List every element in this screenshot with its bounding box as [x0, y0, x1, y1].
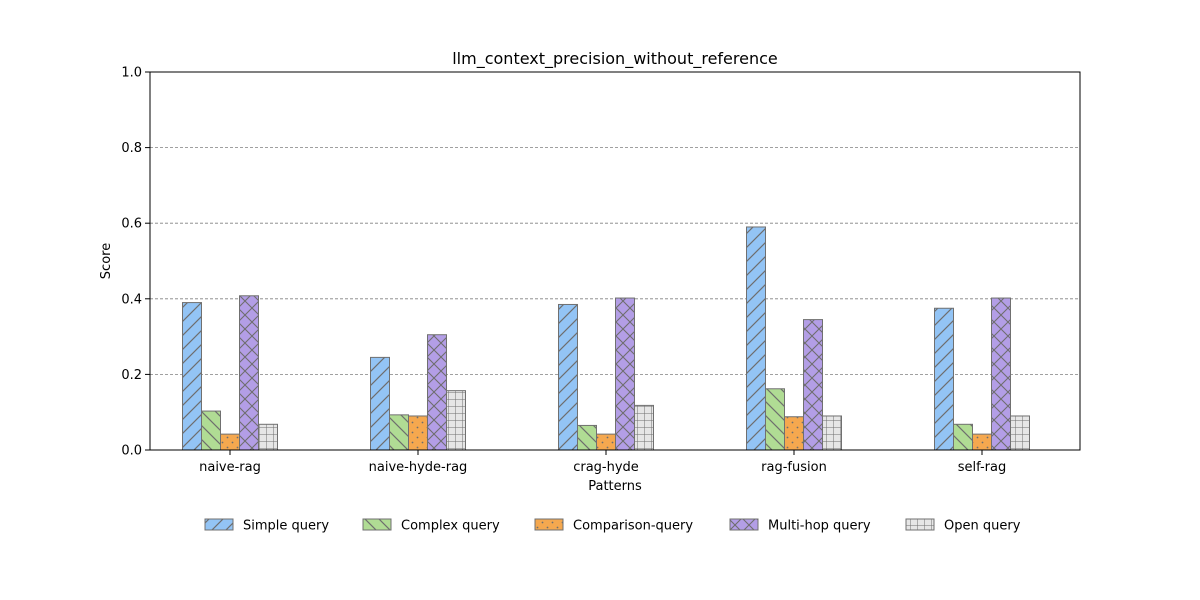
bar-hatch — [596, 433, 616, 451]
y-tick-label: 0.8 — [121, 141, 142, 156]
bar — [201, 410, 221, 451]
bar — [746, 226, 766, 451]
y-tick-label: 0.0 — [121, 444, 142, 459]
bar — [934, 307, 954, 451]
bar — [972, 433, 992, 451]
legend-item: Complex query — [362, 518, 500, 534]
x-axis-label: Patterns — [588, 479, 642, 494]
x-tick-label: self-rag — [958, 460, 1007, 475]
bar-hatch — [1010, 415, 1030, 451]
bar-hatch — [822, 415, 842, 451]
bar — [389, 414, 409, 451]
bar — [765, 388, 785, 451]
bar-hatch — [991, 297, 1011, 451]
x-tick-label: naive-rag — [199, 460, 261, 475]
bar — [427, 334, 447, 451]
bar-hatch — [220, 433, 240, 451]
bar-hatch — [427, 334, 447, 451]
bar-hatch — [446, 390, 466, 451]
bar-hatch — [258, 423, 278, 451]
legend-label: Open query — [944, 519, 1021, 534]
legend-label: Complex query — [401, 519, 500, 534]
y-tick-label: 1.0 — [121, 66, 142, 81]
bar — [370, 356, 390, 451]
y-tick-label: 0.2 — [121, 368, 142, 383]
legend-label: Simple query — [243, 519, 329, 534]
bar — [577, 424, 597, 451]
bar-hatch — [577, 424, 597, 451]
bar — [1010, 415, 1030, 451]
bar-hatch — [765, 388, 785, 451]
bar — [558, 303, 578, 451]
x-tick-label: crag-hyde — [573, 460, 639, 475]
bar-hatch — [389, 414, 409, 451]
bar-hatch — [784, 416, 804, 451]
bar — [991, 297, 1011, 451]
y-tick-label: 0.6 — [121, 217, 142, 232]
bar-hatch — [615, 297, 635, 451]
legend: Simple query Complex query Comparison-quer… — [204, 518, 1021, 534]
bar-hatch — [408, 415, 428, 451]
bar — [182, 302, 202, 451]
bar-hatch — [746, 226, 766, 451]
bar — [596, 433, 616, 451]
legend-swatch-hatch — [362, 518, 392, 531]
bar — [822, 415, 842, 451]
y-tick-label: 0.4 — [121, 292, 142, 307]
legend-swatch-hatch — [905, 518, 935, 531]
legend-swatch-hatch — [204, 518, 234, 531]
bar-hatch — [934, 307, 954, 451]
legend-item: Simple query — [204, 518, 329, 534]
bar-hatch — [803, 319, 823, 451]
legend-item: Multi-hop query — [729, 518, 871, 534]
legend-item: Open query — [905, 518, 1021, 534]
bar — [408, 415, 428, 451]
x-tick-label: naive-hyde-rag — [369, 460, 468, 475]
legend-swatch-hatch — [729, 518, 759, 531]
bar-hatch — [370, 356, 390, 451]
y-axis: 0.0 0.2 0.4 0.6 0.8 1.0 — [121, 66, 150, 459]
bar-hatch — [239, 295, 259, 451]
bar-hatch — [634, 404, 654, 451]
x-tick-label: rag-fusion — [761, 460, 827, 475]
legend-label: Multi-hop query — [768, 519, 871, 534]
bar-hatch — [201, 410, 221, 451]
chart-title: llm_context_precision_without_reference — [452, 49, 778, 69]
bar — [784, 416, 804, 451]
bar-hatch — [558, 303, 578, 451]
x-axis: naive-rag naive-hyde-rag crag-hyde rag-fusi… — [199, 450, 1006, 475]
bar — [239, 295, 259, 451]
bar — [953, 423, 973, 451]
bar — [258, 423, 278, 451]
bar — [634, 404, 654, 451]
bar — [615, 297, 635, 451]
bar — [446, 390, 466, 451]
bar-hatch — [182, 302, 202, 451]
bar — [220, 433, 240, 451]
bars — [182, 226, 1030, 451]
legend-swatch-hatch — [534, 518, 564, 531]
plot-frame — [149, 71, 1081, 451]
legend-label: Comparison-query — [573, 519, 693, 534]
y-axis-label: Score — [99, 243, 114, 279]
bar-hatch — [953, 423, 973, 451]
legend-item: Comparison-query — [534, 518, 693, 534]
bar-hatch — [972, 433, 992, 451]
bar — [803, 319, 823, 451]
